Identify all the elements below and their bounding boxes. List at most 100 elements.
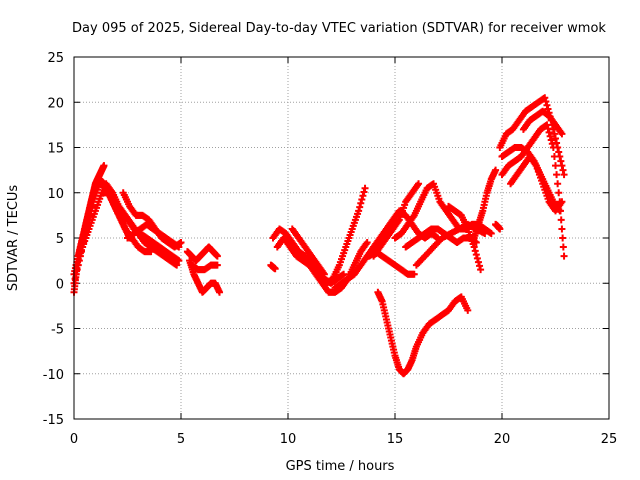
- x-tick-label: 20: [494, 432, 511, 447]
- data-point: [477, 266, 485, 274]
- y-tick-label: 15: [47, 142, 64, 157]
- data-point: [173, 261, 181, 269]
- data-point: [100, 162, 108, 170]
- data-point: [559, 234, 567, 242]
- data-point: [549, 144, 557, 151]
- data-point: [557, 216, 565, 224]
- y-tick-labels: -15 -10 -5 0 5 10 15 20 25: [43, 51, 64, 428]
- y-tick-label: -5: [51, 323, 64, 338]
- data-point: [560, 171, 568, 179]
- data-point: [410, 270, 418, 278]
- data-point: [177, 239, 185, 247]
- data-point: [88, 202, 96, 210]
- y-tick-label: -15: [43, 413, 64, 428]
- data-point: [547, 136, 555, 144]
- chart-title: Day 095 of 2025, Sidereal Day-to-day VTE…: [72, 21, 606, 36]
- data-point: [464, 306, 472, 314]
- series-15: [323, 184, 369, 287]
- data-point: [363, 239, 371, 247]
- data-point: [175, 257, 183, 265]
- series-19: [374, 288, 472, 378]
- series-7: [124, 220, 183, 251]
- series-9: [186, 257, 224, 296]
- data-point: [213, 261, 221, 269]
- data-point: [548, 140, 556, 148]
- series-11: [267, 261, 279, 273]
- series-18: [365, 248, 418, 278]
- y-tick-label: 5: [56, 232, 64, 247]
- series-28: [498, 121, 568, 260]
- x-tick-labels: 0 5 10 15 20 25: [70, 432, 617, 447]
- data-point: [541, 94, 549, 102]
- data-point: [361, 184, 369, 192]
- data-point: [559, 243, 567, 251]
- series-10: [188, 261, 221, 274]
- data-point: [543, 101, 551, 109]
- series-25: [492, 220, 504, 233]
- data-point: [550, 130, 558, 138]
- data-point: [542, 97, 550, 105]
- data-point: [271, 265, 279, 273]
- data-point: [552, 134, 559, 142]
- data-point: [558, 198, 566, 206]
- x-tick-label: 0: [70, 432, 78, 447]
- data-point: [545, 128, 553, 136]
- data-point: [492, 166, 500, 174]
- data-point: [357, 199, 365, 207]
- data-point: [175, 243, 183, 251]
- data-point: [550, 153, 558, 161]
- data-point: [552, 162, 559, 170]
- series-17: [370, 180, 423, 260]
- x-tick-label: 5: [177, 432, 185, 447]
- series-22: [412, 220, 489, 269]
- data-point: [216, 288, 224, 296]
- data-point: [558, 225, 566, 233]
- y-tick-label: 25: [47, 51, 64, 66]
- y-tick-label: 20: [47, 96, 64, 111]
- data-point: [554, 180, 562, 188]
- data-point: [559, 166, 567, 174]
- series-30: [519, 107, 566, 138]
- y-axis-label: SDTVAR / TECUs: [6, 185, 21, 292]
- data-point: [320, 270, 328, 278]
- data-point: [356, 203, 364, 211]
- data-point: [496, 225, 504, 233]
- data-point: [546, 132, 554, 140]
- data-point: [558, 162, 566, 170]
- data-point: [473, 254, 481, 262]
- x-tick-label: 10: [280, 432, 297, 447]
- series-29: [507, 153, 566, 215]
- data-point: [73, 266, 81, 274]
- data-series: [70, 94, 568, 378]
- data-point: [71, 275, 79, 283]
- data-point: [470, 243, 478, 251]
- data-point: [544, 125, 552, 133]
- data-point: [415, 180, 423, 188]
- data-point: [555, 148, 563, 156]
- series-24: [470, 166, 500, 242]
- data-point: [487, 229, 495, 237]
- data-point: [543, 121, 551, 129]
- data-point: [557, 157, 565, 165]
- series-8: [183, 243, 221, 265]
- data-point: [355, 207, 363, 215]
- data-point: [358, 196, 366, 204]
- y-tick-label: 0: [56, 277, 64, 292]
- y-tick-label: -10: [43, 368, 64, 383]
- series-14: [288, 225, 328, 278]
- data-point: [481, 229, 489, 237]
- data-point: [553, 171, 561, 179]
- data-point: [472, 251, 480, 259]
- data-point: [558, 130, 566, 138]
- data-point: [471, 247, 479, 255]
- data-point: [359, 192, 367, 200]
- data-point: [474, 258, 482, 266]
- data-point: [340, 270, 348, 278]
- y-tick-label: 10: [47, 187, 64, 202]
- data-point: [476, 262, 484, 270]
- data-point: [555, 189, 563, 197]
- x-tick-label: 15: [387, 432, 404, 447]
- data-point: [213, 252, 221, 260]
